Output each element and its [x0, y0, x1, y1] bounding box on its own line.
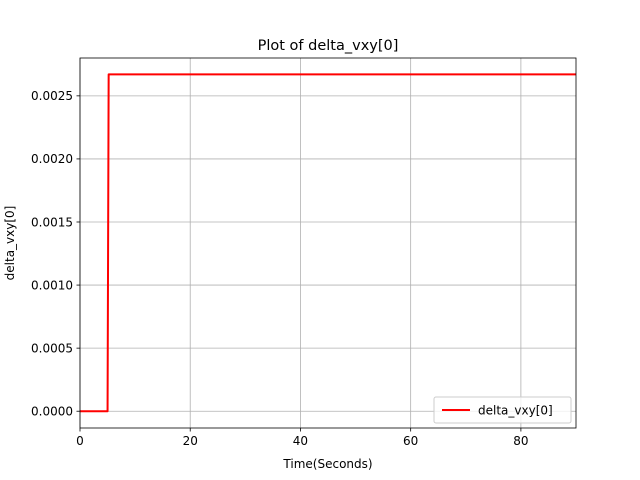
y-tick-label: 0.0025 [31, 89, 73, 103]
plot-frame [79, 57, 577, 429]
y-axis-ticks: 0.0000 0.0005 0.0010 0.0015 0.0020 0.0025 [31, 89, 80, 419]
legend-label: delta_vxy[0] [478, 403, 553, 417]
grid-lines [79, 58, 576, 428]
y-tick-label: 0.0020 [31, 152, 73, 166]
y-tick-label: 0.0000 [31, 405, 73, 419]
y-tick-label: 0.0010 [31, 278, 73, 292]
series-line [80, 73, 576, 413]
plot-area [80, 58, 576, 428]
y-tick-label: 0.0005 [31, 341, 73, 355]
y-axis-title: delta_vxy[0] [3, 206, 17, 281]
legend-box [433, 396, 572, 424]
y-tick-label: 0.0015 [31, 215, 73, 229]
chart-title: Plot of delta_vxy[0] [258, 38, 399, 54]
x-tick-label: 80 [513, 434, 528, 448]
x-tick-label: 60 [403, 434, 418, 448]
x-tick-label: 0 [76, 434, 84, 448]
legend: delta_vxy[0] [433, 396, 572, 424]
x-axis-ticks: 0 20 40 60 80 [76, 428, 529, 448]
x-axis-title: Time(Seconds) [282, 457, 372, 471]
x-tick-label: 20 [183, 434, 198, 448]
x-tick-label: 40 [293, 434, 308, 448]
series-lines [80, 73, 576, 413]
